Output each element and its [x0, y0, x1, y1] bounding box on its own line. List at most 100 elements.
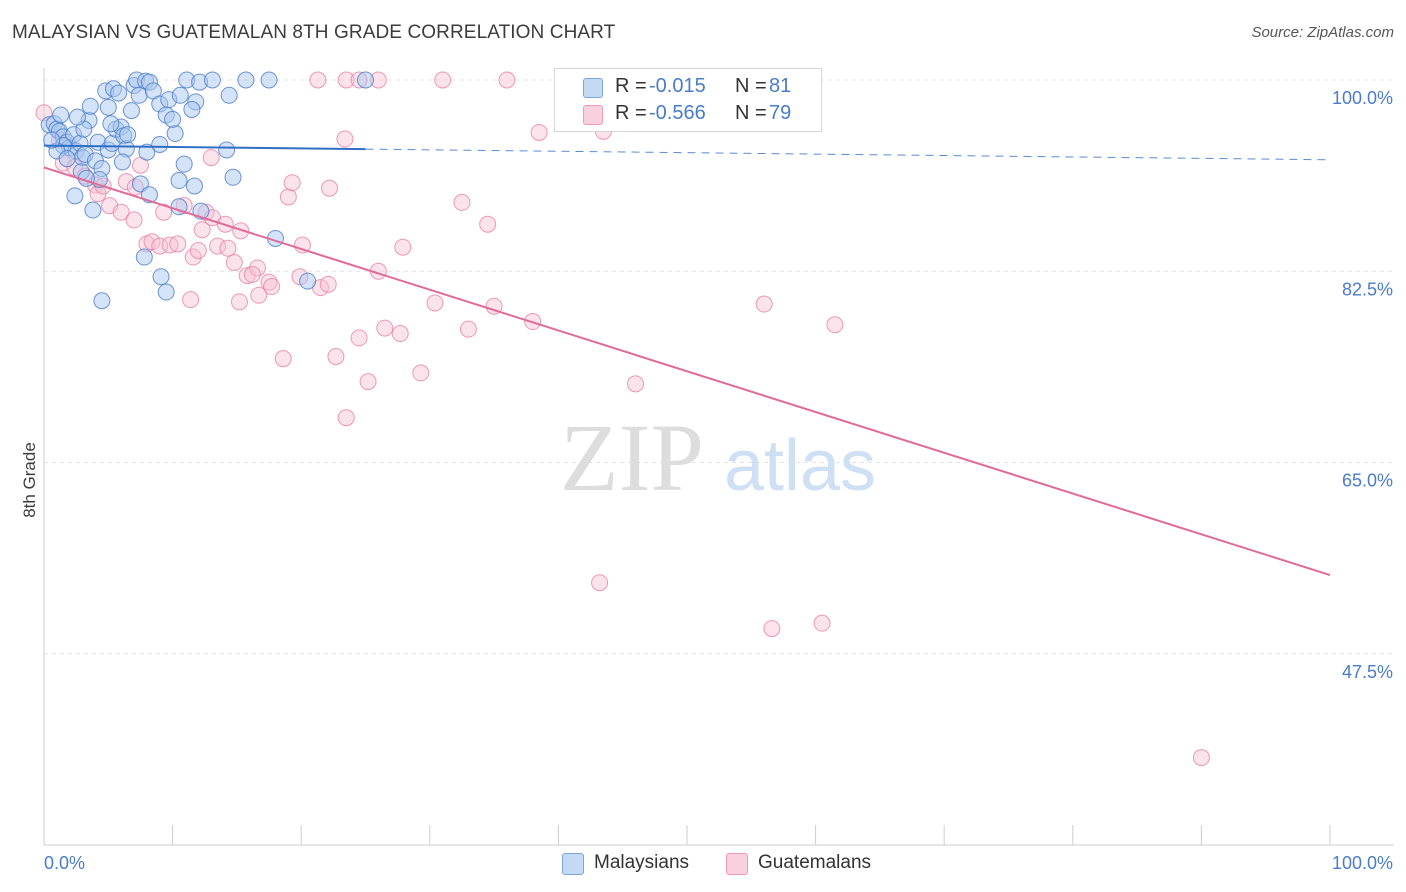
malaysians-label: Malaysians — [594, 852, 690, 873]
watermark-atlas: atlas — [724, 426, 876, 506]
guatemalan-point — [182, 291, 200, 309]
malaysian-point — [52, 106, 70, 124]
guatemalan-point — [426, 294, 444, 312]
malaysian-trend-dashed — [365, 148, 1331, 161]
malaysian-point — [119, 126, 137, 144]
malaysian-point — [122, 102, 140, 120]
gridlines — [44, 79, 1394, 655]
guatemalan-point — [337, 409, 355, 427]
guatemalan-swatch — [583, 105, 603, 125]
malaysian-swatch — [583, 78, 603, 98]
guatemalan-r-value: -0.566 — [649, 102, 706, 124]
guatemalan-point — [498, 71, 516, 89]
guatemalans-swatch — [726, 853, 748, 875]
guatemalan-point — [125, 211, 143, 229]
guatemalan-point — [434, 71, 452, 89]
guatemalan-point — [530, 123, 548, 141]
guatemalan-point — [350, 329, 368, 347]
watermark: ZIP atlas — [560, 404, 876, 511]
malaysian-n-value: 81 — [769, 75, 792, 97]
guatemalan-point — [112, 203, 130, 221]
guatemalan-point — [143, 233, 161, 251]
tick-labels: 100.0% 82.5% 65.0% 47.5% 0.0% 100.0% — [44, 88, 1393, 873]
y-tick-label: 47.5% — [1342, 662, 1393, 682]
guatemalan-point — [627, 375, 645, 393]
malaysian-point — [131, 175, 149, 193]
x-tick-label: 0.0% — [44, 853, 85, 873]
malaysian-point — [170, 172, 188, 190]
malaysian-point — [110, 84, 128, 102]
guatemalan-point — [193, 221, 211, 239]
malaysian-point — [43, 131, 61, 149]
malaysian-point — [183, 101, 201, 119]
guatemalan-point — [453, 193, 471, 211]
guatemalan-point — [376, 319, 394, 337]
y-tick-label: 65.0% — [1342, 471, 1393, 491]
guatemalan-point — [394, 238, 412, 256]
guatemalans-label: Guatemalans — [758, 852, 872, 873]
y-tick-label: 82.5% — [1342, 279, 1393, 299]
malaysian-r-label: R = — [615, 75, 647, 97]
guatemalan-point — [359, 373, 377, 391]
malaysian-point — [113, 153, 131, 171]
malaysians-swatch — [562, 853, 584, 875]
guatemalan-point — [412, 364, 430, 382]
guatemalan-point — [189, 241, 207, 259]
malaysian-point — [130, 86, 148, 104]
malaysian-point — [260, 71, 278, 89]
guatemalan-n-value: 79 — [769, 102, 792, 124]
malaysian-point — [68, 108, 86, 126]
malaysian-point — [218, 141, 236, 159]
malaysian-n-label: N = — [735, 75, 767, 97]
malaysian-point — [175, 155, 193, 173]
guatemalan-point — [319, 275, 337, 293]
chart-title: MALAYSIAN VS GUATEMALAN 8TH GRADE CORREL… — [12, 22, 616, 43]
guatemalan-point — [250, 286, 268, 304]
trend-lines — [43, 144, 1331, 577]
malaysian-point — [164, 110, 182, 128]
guatemalan-point — [813, 614, 831, 632]
guatemalan-point — [591, 574, 609, 592]
malaysian-point — [138, 143, 156, 161]
guatemalan-point — [763, 620, 781, 638]
guatemalan-point — [209, 237, 227, 255]
guatemalan-point — [391, 325, 409, 343]
axes — [43, 68, 1394, 846]
malaysian-point — [220, 86, 238, 104]
guatemalan-point — [320, 179, 338, 197]
malaysian-point — [152, 268, 170, 286]
guatemalan-point — [309, 71, 327, 89]
guatemalan-point — [337, 71, 355, 89]
x-tick-label: 100.0% — [1332, 853, 1393, 873]
malaysian-point — [66, 187, 84, 205]
malaysian-r-value: -0.015 — [649, 75, 706, 97]
malaysian-point — [299, 272, 317, 290]
y-tick-label: 100.0% — [1332, 88, 1393, 108]
guatemalan-point — [274, 350, 292, 368]
malaysian-point — [224, 168, 242, 186]
malaysian-point — [357, 71, 374, 89]
guatemalan-point — [225, 254, 243, 272]
malaysian-point — [135, 248, 153, 266]
malaysian-point — [81, 97, 99, 115]
guatemalan-trend — [43, 166, 1331, 577]
malaysian-point — [58, 150, 76, 168]
guatemalan-point — [485, 297, 503, 315]
malaysian-point — [151, 135, 169, 153]
guatemalan-point — [230, 293, 248, 311]
malaysian-point — [185, 177, 203, 195]
guatemalan-point — [263, 278, 281, 296]
guatemalan-point — [826, 316, 844, 334]
guatemalan-point — [1192, 749, 1210, 767]
malaysian-point — [93, 292, 111, 310]
guatemalan-point — [202, 149, 220, 167]
malaysian-point — [157, 283, 175, 301]
guatemalan-point — [283, 174, 301, 192]
guatemalan-point — [155, 203, 173, 221]
guatemalan-point — [755, 295, 773, 313]
malaysian-point — [99, 98, 117, 116]
guatemalan-point — [459, 320, 477, 338]
guatemalan-point — [219, 239, 237, 257]
malaysian-point — [171, 86, 189, 104]
